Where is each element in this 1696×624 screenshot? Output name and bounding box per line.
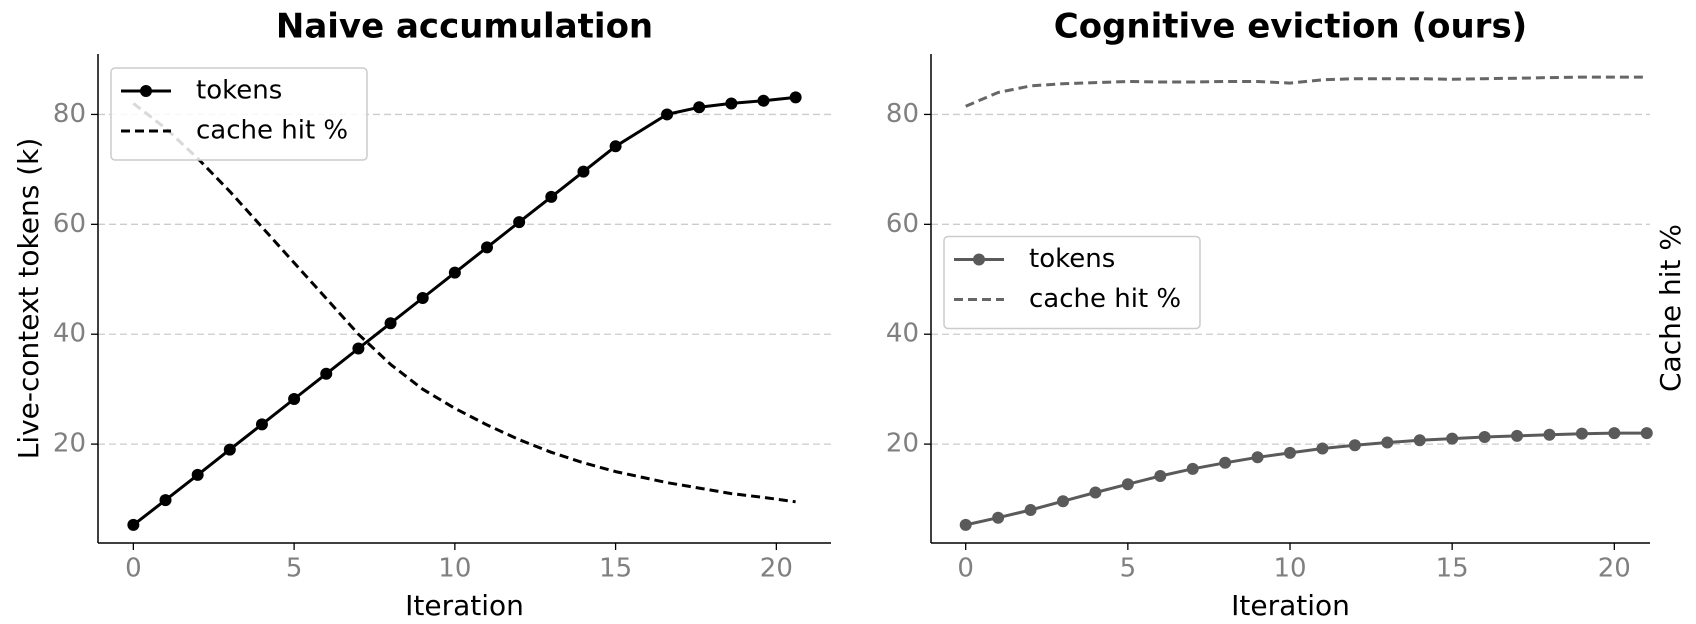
data-point bbox=[545, 190, 558, 203]
x-tick-label: 20 bbox=[760, 554, 793, 584]
legend-marker bbox=[140, 85, 152, 97]
data-point bbox=[1154, 469, 1167, 482]
x-axis-label: Iteration bbox=[405, 589, 524, 622]
data-point bbox=[384, 317, 397, 330]
data-point bbox=[1640, 427, 1653, 440]
x-tick-label: 20 bbox=[1598, 554, 1631, 584]
data-point bbox=[1251, 451, 1264, 464]
data-point bbox=[959, 518, 972, 531]
y-axis-label: Live-context tokens (k) bbox=[12, 138, 45, 460]
data-point bbox=[352, 342, 365, 355]
y-tick-label: 80 bbox=[886, 99, 919, 129]
y-tick-label: 60 bbox=[886, 209, 919, 239]
data-point bbox=[416, 291, 429, 304]
legend-label: tokens bbox=[1029, 244, 1115, 274]
subplot: Cognitive eviction (ours) 20 40 60 80 0 5 10 15 2… bbox=[886, 7, 1687, 623]
data-point bbox=[191, 468, 204, 481]
data-point bbox=[320, 367, 333, 380]
data-point bbox=[1381, 436, 1394, 449]
y-tick-label: 60 bbox=[53, 209, 86, 239]
data-point bbox=[1121, 478, 1134, 491]
subplot: Naive accumulation 20 40 60 80 0 5 10 15 20 Iterat… bbox=[12, 7, 831, 622]
data-point bbox=[661, 108, 674, 121]
data-point bbox=[1543, 428, 1556, 441]
data-point bbox=[513, 216, 526, 229]
data-point bbox=[1446, 432, 1459, 445]
y-tick-label: 20 bbox=[886, 429, 919, 459]
data-point bbox=[1219, 456, 1232, 469]
x-tick-label: 15 bbox=[1436, 554, 1469, 584]
data-point bbox=[1284, 446, 1297, 459]
data-point bbox=[1316, 442, 1329, 455]
data-point bbox=[481, 241, 494, 254]
data-point bbox=[789, 91, 802, 104]
data-point bbox=[1478, 430, 1491, 443]
legend-label: cache hit % bbox=[1029, 284, 1181, 314]
x-axis-label: Iteration bbox=[1231, 589, 1350, 622]
data-point bbox=[159, 494, 172, 507]
data-point bbox=[288, 393, 301, 406]
x-tick-label: 0 bbox=[125, 554, 142, 584]
series-line bbox=[132, 95, 796, 527]
data-point bbox=[127, 518, 140, 531]
data-point bbox=[757, 94, 770, 107]
x-tick-label: 0 bbox=[957, 554, 974, 584]
data-point bbox=[1089, 486, 1102, 499]
series-line bbox=[965, 431, 1647, 527]
y-tick-label: 80 bbox=[53, 99, 86, 129]
data-point bbox=[1348, 439, 1361, 452]
series-line bbox=[132, 102, 796, 504]
x-tick-label: 10 bbox=[1273, 554, 1306, 584]
x-tick-label: 5 bbox=[286, 554, 303, 584]
data-point bbox=[577, 165, 590, 178]
legend-label: cache hit % bbox=[196, 116, 348, 146]
data-point bbox=[693, 101, 706, 114]
data-point bbox=[223, 443, 236, 456]
data-point bbox=[1024, 504, 1037, 517]
data-point bbox=[1056, 495, 1069, 508]
chart-title: Cognitive eviction (ours) bbox=[1054, 7, 1527, 47]
y-tick-label: 40 bbox=[886, 319, 919, 349]
data-point bbox=[609, 140, 622, 153]
data-point bbox=[255, 418, 268, 431]
data-point bbox=[1186, 462, 1199, 475]
x-tick-label: 15 bbox=[599, 554, 632, 584]
chart-title: Naive accumulation bbox=[276, 7, 653, 47]
data-point bbox=[992, 511, 1005, 524]
data-point bbox=[448, 266, 461, 279]
y-tick-label: 40 bbox=[53, 319, 86, 349]
legend-label: tokens bbox=[196, 76, 282, 106]
data-point bbox=[1511, 429, 1524, 442]
data-point bbox=[725, 97, 738, 110]
data-point bbox=[1413, 434, 1426, 447]
data-point bbox=[1575, 427, 1588, 440]
x-tick-label: 10 bbox=[438, 554, 471, 584]
legend-marker bbox=[973, 253, 985, 266]
data-point bbox=[1608, 427, 1621, 440]
legend-box bbox=[110, 67, 368, 161]
y-axis-label-right: Cache hit % bbox=[1654, 224, 1687, 392]
legend-box bbox=[943, 235, 1201, 330]
y-tick-label: 20 bbox=[53, 429, 86, 459]
series-line bbox=[965, 75, 1647, 108]
x-tick-label: 5 bbox=[1120, 554, 1137, 584]
